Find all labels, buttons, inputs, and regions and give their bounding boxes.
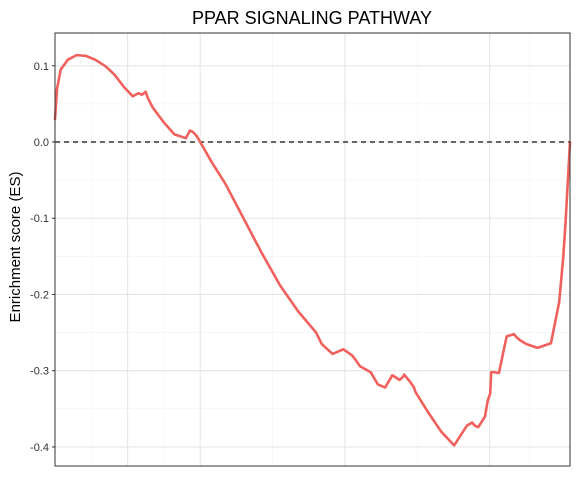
panel-border [54,32,571,467]
y-tick-label: -0.3 [30,366,49,378]
plot-border [54,32,571,467]
series-group [53,53,572,447]
plot-panel [55,33,570,466]
y-tick-label: 0.1 [34,61,49,73]
plot-background [55,33,570,466]
y-tick-label: -0.2 [30,289,49,301]
y-tick-label: 0.0 [34,137,49,149]
y-axis-label: Enrichment score (ES) [7,172,24,323]
es-curve [53,53,572,447]
y-axis: 0.1 0.0 -0.1 -0.2 -0.3 -0.4 [30,61,55,454]
y-tick-label: -0.1 [30,213,49,225]
y-tick-label: -0.4 [30,442,49,454]
chart-title: PPAR SIGNALING PATHWAY [192,8,432,28]
